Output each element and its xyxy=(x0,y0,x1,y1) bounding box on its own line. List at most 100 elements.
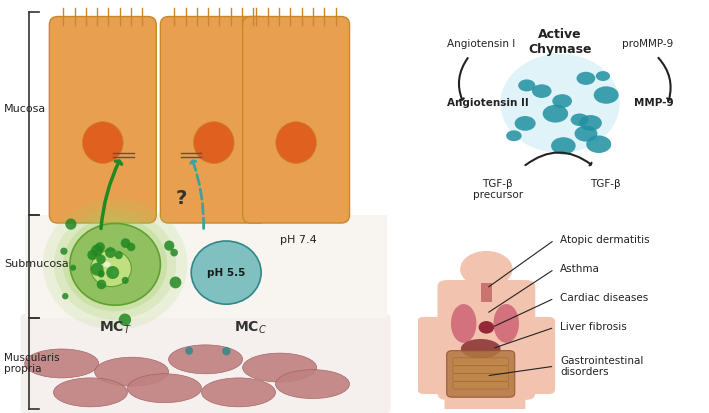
Circle shape xyxy=(105,247,116,258)
Text: Cardiac diseases: Cardiac diseases xyxy=(560,293,648,303)
FancyBboxPatch shape xyxy=(485,375,525,413)
Ellipse shape xyxy=(194,122,234,164)
FancyBboxPatch shape xyxy=(447,351,515,397)
FancyBboxPatch shape xyxy=(242,17,350,223)
Ellipse shape xyxy=(191,241,261,304)
Circle shape xyxy=(222,347,230,355)
Ellipse shape xyxy=(25,349,99,378)
Text: Angiotensin II: Angiotensin II xyxy=(447,98,528,109)
Text: Asthma: Asthma xyxy=(560,264,600,274)
FancyBboxPatch shape xyxy=(445,375,485,413)
Circle shape xyxy=(515,116,536,131)
Circle shape xyxy=(106,266,119,279)
Ellipse shape xyxy=(82,122,123,164)
Ellipse shape xyxy=(63,217,167,311)
Text: ?: ? xyxy=(175,189,186,208)
Circle shape xyxy=(122,277,129,284)
Ellipse shape xyxy=(91,250,131,287)
Text: TGF-β: TGF-β xyxy=(590,179,621,189)
Text: proMMP-9: proMMP-9 xyxy=(623,39,674,49)
FancyBboxPatch shape xyxy=(438,281,535,399)
Text: MC$_C$: MC$_C$ xyxy=(235,320,267,337)
Circle shape xyxy=(127,243,135,251)
Ellipse shape xyxy=(53,378,128,407)
Text: Mucosa: Mucosa xyxy=(4,104,46,114)
Circle shape xyxy=(461,252,512,287)
Circle shape xyxy=(552,94,572,108)
Circle shape xyxy=(115,251,123,259)
Circle shape xyxy=(506,131,522,141)
Circle shape xyxy=(185,347,193,355)
FancyBboxPatch shape xyxy=(453,373,508,381)
Circle shape xyxy=(87,250,98,260)
Circle shape xyxy=(62,293,69,299)
Text: Atopic dermatitis: Atopic dermatitis xyxy=(560,235,649,245)
Text: Gastrointestinal
disorders: Gastrointestinal disorders xyxy=(560,356,644,377)
Circle shape xyxy=(542,105,568,123)
Text: Active
Chymase: Active Chymase xyxy=(528,28,592,56)
Ellipse shape xyxy=(70,223,160,305)
Text: Liver fibrosis: Liver fibrosis xyxy=(560,322,627,332)
Ellipse shape xyxy=(43,199,187,330)
Ellipse shape xyxy=(54,209,177,320)
Ellipse shape xyxy=(451,304,476,343)
Text: pH 5.5: pH 5.5 xyxy=(207,268,245,278)
Circle shape xyxy=(65,218,77,230)
FancyBboxPatch shape xyxy=(160,17,267,223)
Circle shape xyxy=(98,271,104,278)
FancyBboxPatch shape xyxy=(515,318,554,393)
Ellipse shape xyxy=(276,122,316,164)
Circle shape xyxy=(70,265,76,271)
Circle shape xyxy=(579,115,602,131)
Bar xyxy=(25,215,386,318)
Ellipse shape xyxy=(111,270,119,275)
FancyBboxPatch shape xyxy=(453,366,508,373)
FancyBboxPatch shape xyxy=(50,17,156,223)
Ellipse shape xyxy=(94,357,169,386)
FancyBboxPatch shape xyxy=(453,358,508,366)
Text: MC$_T$: MC$_T$ xyxy=(99,320,131,337)
Circle shape xyxy=(60,247,67,255)
Circle shape xyxy=(571,114,588,126)
Circle shape xyxy=(91,263,104,276)
Bar xyxy=(475,275,498,287)
Circle shape xyxy=(551,137,576,154)
Circle shape xyxy=(593,86,619,104)
Text: pH 7.4: pH 7.4 xyxy=(279,235,316,244)
Text: Submucosa: Submucosa xyxy=(4,259,69,269)
Circle shape xyxy=(596,71,610,81)
Circle shape xyxy=(91,244,103,256)
Ellipse shape xyxy=(493,304,519,343)
Ellipse shape xyxy=(201,378,276,407)
Circle shape xyxy=(532,84,552,98)
Circle shape xyxy=(170,249,178,256)
Circle shape xyxy=(164,240,174,251)
FancyBboxPatch shape xyxy=(453,381,508,389)
Circle shape xyxy=(574,126,598,142)
Ellipse shape xyxy=(276,370,350,399)
Circle shape xyxy=(96,280,106,289)
Circle shape xyxy=(98,270,105,277)
Text: Angiotensin I: Angiotensin I xyxy=(447,39,515,49)
Ellipse shape xyxy=(128,374,201,403)
Ellipse shape xyxy=(461,339,501,358)
Text: MMP-9: MMP-9 xyxy=(634,98,674,109)
Ellipse shape xyxy=(242,353,317,382)
FancyBboxPatch shape xyxy=(418,318,458,393)
Circle shape xyxy=(518,79,535,91)
Bar xyxy=(481,282,492,302)
Circle shape xyxy=(118,313,131,326)
Circle shape xyxy=(96,254,106,264)
Ellipse shape xyxy=(479,321,494,334)
Circle shape xyxy=(95,242,105,252)
Circle shape xyxy=(586,135,611,153)
Circle shape xyxy=(121,238,130,248)
Text: TGF-β
precursor: TGF-β precursor xyxy=(473,179,523,199)
Ellipse shape xyxy=(104,261,111,267)
Ellipse shape xyxy=(501,54,620,153)
Circle shape xyxy=(169,277,182,288)
Circle shape xyxy=(576,72,596,85)
Text: Muscularis
propria: Muscularis propria xyxy=(4,353,60,374)
Ellipse shape xyxy=(169,345,242,374)
FancyBboxPatch shape xyxy=(21,314,391,413)
